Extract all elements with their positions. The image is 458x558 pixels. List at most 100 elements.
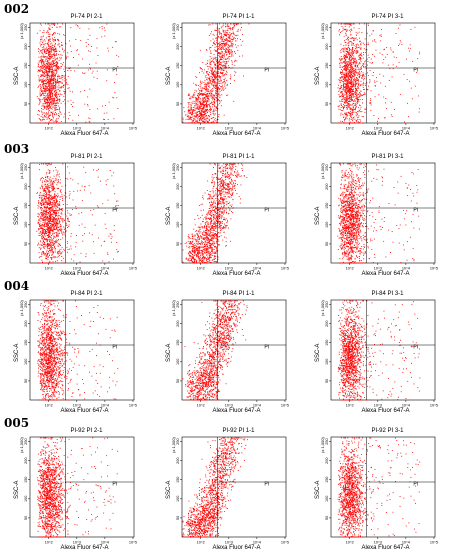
y-axis-label: SSC-A: [166, 207, 172, 225]
panel-title: PI-74 PI 2-1: [10, 14, 145, 20]
x-tick-label: 10^5: [281, 267, 289, 271]
x-tick-label: 10^2: [346, 404, 354, 408]
gate-label: PI: [112, 208, 117, 214]
panel-title: PI-84 PI 2-1: [10, 291, 145, 297]
x-tick-label: 10^4: [101, 267, 109, 271]
panel-title: PI-84 PI 3-1: [311, 291, 446, 297]
y-tick-label: 250: [24, 438, 28, 444]
y-tick-label: 250: [325, 24, 329, 30]
x-tick-label: 10^2: [346, 267, 354, 271]
panel-title: PI-92 PI 1-1: [162, 428, 297, 434]
y-tick-label: 150: [176, 477, 180, 483]
y-tick-label: 200: [176, 457, 180, 463]
y-tick-label: 100: [24, 496, 28, 502]
y-tick-label: 250: [24, 24, 28, 30]
y-tick-label: 50: [24, 242, 28, 246]
y-tick-label: 150: [325, 340, 329, 346]
y-tick-label: 200: [325, 183, 329, 189]
x-axis-label: Alexa Fluor 647-A: [311, 271, 446, 277]
y-scale-note: (x 1,000): [19, 437, 24, 453]
data-points: [183, 24, 250, 124]
y-scale-note: (x 1,000): [171, 23, 176, 39]
gate-label: PI: [264, 68, 269, 74]
panel-title: PI-81 PI 3-1: [311, 154, 446, 160]
y-tick-label: 100: [176, 82, 180, 88]
gate-label: PI: [112, 68, 117, 74]
y-axis-label: SSC-A: [166, 344, 172, 362]
y-tick-label: 250: [24, 164, 28, 170]
x-tick-label: 10^3: [73, 541, 81, 545]
y-tick-label: 200: [325, 457, 329, 463]
x-axis-label: Alexa Fluor 647-A: [162, 545, 297, 551]
x-tick-label: 10^2: [45, 541, 53, 545]
y-tick-label: 150: [176, 63, 180, 69]
y-tick-label: 50: [325, 379, 329, 383]
x-tick-label: 10^3: [225, 541, 233, 545]
y-tick-label: 100: [24, 82, 28, 88]
y-tick-label: 100: [24, 359, 28, 365]
y-tick-label: 50: [176, 102, 180, 106]
data-points: [37, 24, 119, 124]
y-tick-label: 50: [176, 516, 180, 520]
y-axis-label: SSC-A: [315, 344, 321, 362]
x-tick-label: 10^5: [281, 127, 289, 131]
y-tick-label: 250: [325, 301, 329, 307]
y-axis-label: SSC-A: [315, 67, 321, 85]
y-axis-label: SSC-A: [14, 67, 20, 85]
x-tick-label: 10^2: [346, 541, 354, 545]
y-tick-label: 150: [176, 203, 180, 209]
x-tick-label: 10^5: [129, 267, 137, 271]
plot-frame: [182, 23, 286, 123]
y-tick-label: 250: [176, 438, 180, 444]
x-tick-label: 10^5: [129, 127, 137, 131]
plot-frame: [331, 437, 435, 537]
x-tick-label: 10^5: [430, 404, 438, 408]
y-axis-label: SSC-A: [166, 481, 172, 499]
gate-label: PI: [413, 208, 418, 214]
x-tick-label: 10^4: [101, 127, 109, 131]
x-tick-label: 10^4: [253, 127, 261, 131]
x-axis-label: Alexa Fluor 647-A: [311, 545, 446, 551]
y-tick-label: 100: [325, 82, 329, 88]
x-tick-label: 10^3: [374, 404, 382, 408]
y-scale-note: (x 1,000): [19, 23, 24, 39]
x-axis-label: Alexa Fluor 647-A: [311, 408, 446, 414]
y-axis-label: SSC-A: [166, 67, 172, 85]
x-tick-label: 10^2: [197, 267, 205, 271]
data-points: [36, 164, 119, 264]
y-tick-label: 50: [325, 102, 329, 106]
y-scale-note: (x 1,000): [320, 300, 325, 316]
y-scale-note: (x 1,000): [171, 300, 176, 316]
gate-label: PI: [413, 482, 418, 488]
gate-label: PI: [413, 345, 418, 351]
y-tick-label: 100: [176, 222, 180, 228]
x-tick-label: 10^5: [430, 267, 438, 271]
y-scale-note: (x 1,000): [171, 163, 176, 179]
y-tick-label: 50: [325, 516, 329, 520]
x-tick-label: 10^3: [225, 267, 233, 271]
y-axis-label: SSC-A: [14, 344, 20, 362]
y-tick-label: 100: [325, 359, 329, 365]
x-tick-label: 10^5: [281, 541, 289, 545]
y-scale-note: (x 1,000): [19, 300, 24, 316]
x-tick-label: 10^5: [129, 404, 137, 408]
x-tick-label: 10^4: [253, 541, 261, 545]
y-tick-label: 200: [24, 183, 28, 189]
x-tick-label: 10^4: [402, 127, 410, 131]
y-scale-note: (x 1,000): [320, 437, 325, 453]
y-tick-label: 200: [325, 43, 329, 49]
x-tick-label: 10^5: [430, 541, 438, 545]
x-tick-label: 10^3: [374, 127, 382, 131]
x-axis-label: Alexa Fluor 647-A: [10, 131, 145, 137]
y-tick-label: 200: [24, 320, 28, 326]
x-tick-label: 10^5: [281, 404, 289, 408]
